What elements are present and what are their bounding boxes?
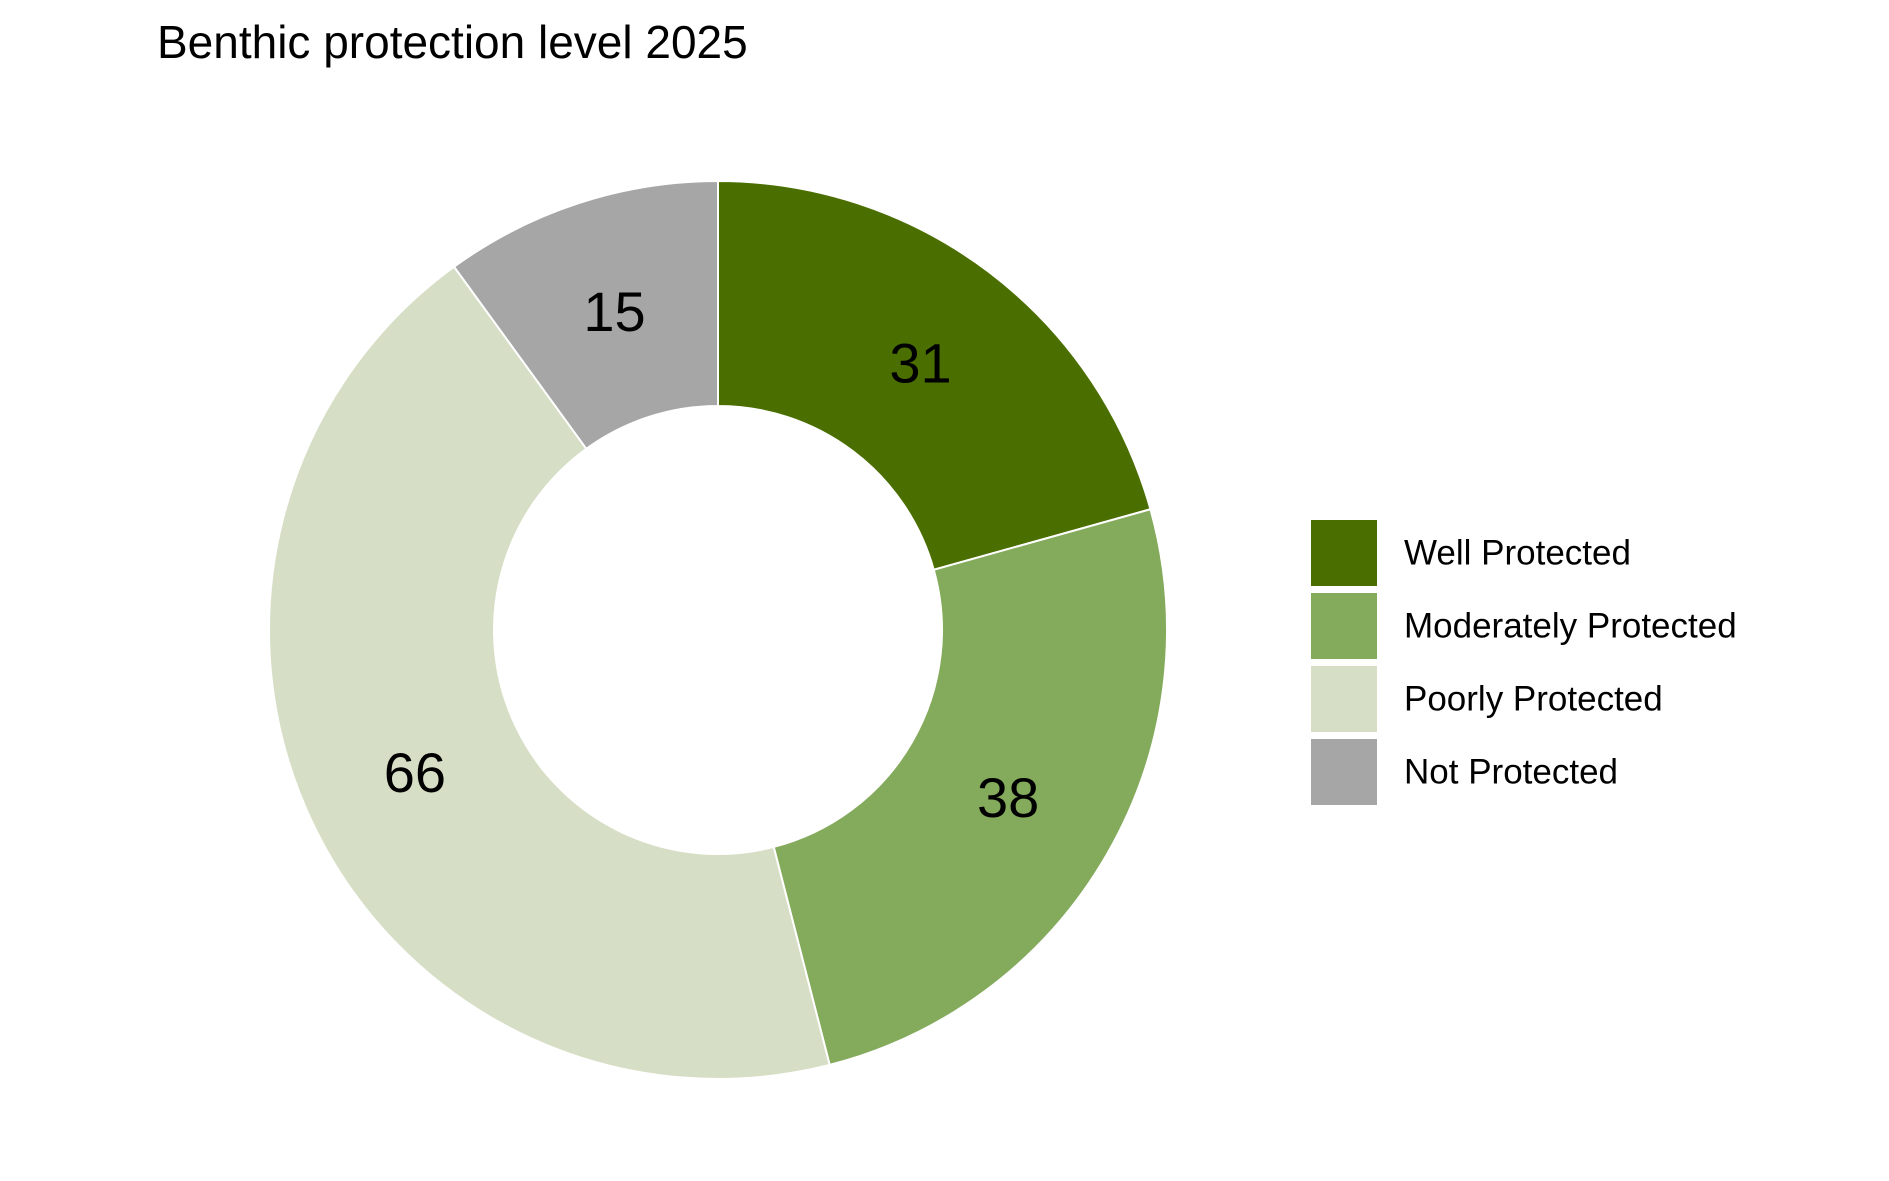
legend-label-poorly-protected: Poorly Protected (1404, 680, 1663, 719)
chart-title: Benthic protection level 2025 (157, 16, 748, 68)
legend: Well Protected Moderately Protected Poorly… (1311, 520, 1737, 805)
legend-swatch-well-protected (1311, 520, 1377, 586)
slice-not-protected (452, 179, 719, 451)
legend-label-moderately-protected: Moderately Protected (1404, 607, 1737, 646)
legend-swatch-moderately-protected (1311, 593, 1377, 659)
legend-label-not-protected: Not Protected (1404, 753, 1618, 792)
slice-well-protected (717, 179, 1152, 571)
data-label-not-protected: 15 (583, 280, 645, 343)
slices-group (268, 179, 1168, 1080)
slice-labels-group: 31 38 66 15 (384, 280, 1040, 829)
data-label-well-protected: 31 (889, 332, 951, 395)
slice-moderately-protected (772, 508, 1168, 1067)
legend-swatch-not-protected (1311, 739, 1377, 805)
data-label-moderately-protected: 38 (977, 766, 1039, 829)
legend-swatch-poorly-protected (1311, 666, 1377, 732)
slice-poorly-protected (268, 265, 831, 1080)
data-label-poorly-protected: 66 (384, 741, 446, 804)
legend-label-well-protected: Well Protected (1404, 534, 1631, 573)
